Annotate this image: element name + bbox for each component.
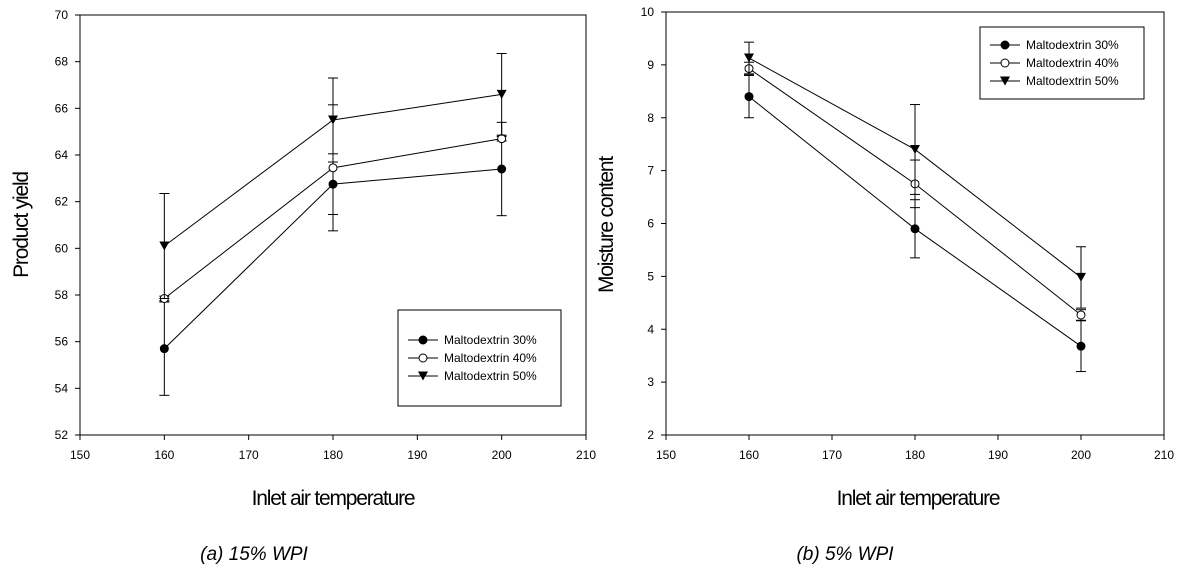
data-point <box>744 53 754 63</box>
x-axis-title: Inlet air temperature <box>252 487 415 510</box>
y-tick-label: 68 <box>55 55 69 69</box>
x-tick-label: 160 <box>739 448 759 462</box>
legend-marker <box>1000 58 1010 68</box>
y-axis-title: Product yield <box>10 172 33 278</box>
x-tick-label: 200 <box>1071 448 1091 462</box>
y-tick-label: 54 <box>55 381 69 395</box>
data-point <box>910 224 920 234</box>
y-tick-label: 66 <box>55 101 69 115</box>
y-tick-label: 2 <box>647 428 654 442</box>
y-tick-label: 58 <box>55 288 69 302</box>
x-tick-label: 210 <box>1154 448 1174 462</box>
y-tick-label: 10 <box>641 5 655 19</box>
y-tick-label: 7 <box>647 164 654 178</box>
y-tick-label: 3 <box>647 375 654 389</box>
y-tick-label: 9 <box>647 58 654 72</box>
data-point <box>328 115 338 125</box>
legend-label: Maltodextrin 50% <box>444 369 537 383</box>
series-filled-circle <box>744 74 1086 373</box>
data-point <box>910 144 920 154</box>
y-axis-title: Moisture content <box>595 156 618 293</box>
legend: Maltodextrin 30% Maltodextrin 40% Maltodex… <box>397 309 562 407</box>
x-tick-label: 190 <box>988 448 1008 462</box>
y-tick-label: 52 <box>55 428 69 442</box>
caption: (a) 15% WPI <box>200 544 308 565</box>
data-point <box>159 344 169 354</box>
data-point <box>496 89 507 99</box>
series-triangle <box>744 41 1086 309</box>
legend-label: Maltodextrin 40% <box>1026 56 1119 70</box>
y-tick-label: 62 <box>55 195 69 209</box>
y-tick-label: 5 <box>647 269 654 283</box>
y-tick-label: 56 <box>55 335 69 349</box>
legend: Maltodextrin 30% Maltodextrin 40% Maltodex… <box>979 26 1145 100</box>
y-tick-label: 8 <box>647 111 654 125</box>
x-tick-label: 190 <box>407 448 427 462</box>
data-point <box>159 241 170 251</box>
legend-marker <box>1000 40 1010 50</box>
x-tick-label: 180 <box>905 448 925 462</box>
data-point <box>1076 341 1086 351</box>
data-point <box>1076 272 1086 282</box>
y-tick-label: 6 <box>647 217 654 231</box>
legend-marker <box>418 335 428 345</box>
y-tick-label: 70 <box>55 8 69 22</box>
chart-panel-b: Inlet air temperature Moisture content (… <box>595 5 1174 565</box>
y-tick-label: 60 <box>55 241 69 255</box>
y-tick-label: 4 <box>647 322 654 336</box>
x-tick-label: 160 <box>154 448 174 462</box>
x-tick-label: 180 <box>323 448 343 462</box>
legend-label: Maltodextrin 30% <box>1026 38 1119 52</box>
series-triangle <box>159 53 507 299</box>
legend-label: Maltodextrin 40% <box>444 351 537 365</box>
x-axis-title: Inlet air temperature <box>837 487 1000 510</box>
legend-label: Maltodextrin 50% <box>1026 74 1119 88</box>
data-point <box>497 134 507 144</box>
x-tick-label: 170 <box>239 448 259 462</box>
chart-panel-a: Inlet air temperature Product yield (a) … <box>10 8 596 565</box>
x-tick-label: 150 <box>70 448 90 462</box>
legend-marker <box>1000 76 1010 86</box>
x-tick-label: 170 <box>822 448 842 462</box>
legend-label: Maltodextrin 30% <box>444 333 537 347</box>
x-tick-label: 150 <box>656 448 676 462</box>
y-tick-label: 64 <box>55 148 69 162</box>
legend-marker <box>418 371 428 381</box>
x-tick-label: 200 <box>492 448 512 462</box>
caption: (b) 5% WPI <box>796 544 894 565</box>
data-point <box>1076 310 1086 320</box>
data-point <box>328 163 338 173</box>
x-tick-label: 210 <box>576 448 596 462</box>
data-point <box>744 92 754 102</box>
legend-marker <box>418 353 428 363</box>
data-point <box>497 164 507 174</box>
